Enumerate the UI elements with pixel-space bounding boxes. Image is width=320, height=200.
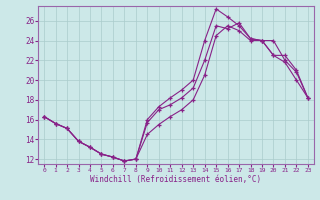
X-axis label: Windchill (Refroidissement éolien,°C): Windchill (Refroidissement éolien,°C) (91, 175, 261, 184)
